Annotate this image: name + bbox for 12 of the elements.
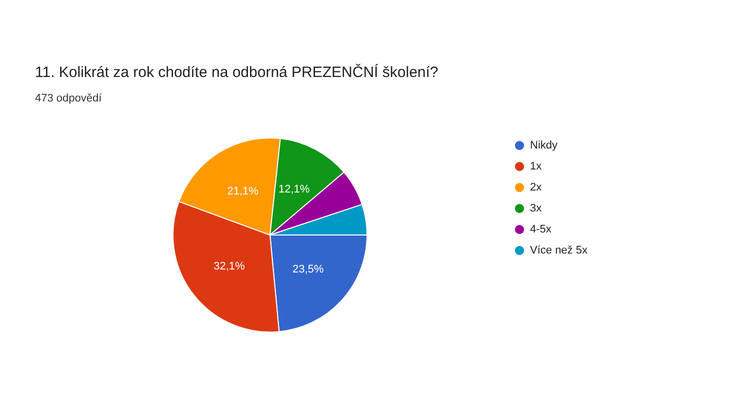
- legend-label: Více než 5x: [530, 244, 588, 256]
- legend-label: 1x: [530, 160, 542, 172]
- data-label: 21,1%: [227, 185, 259, 198]
- data-label: 32,1%: [214, 260, 246, 272]
- chart-title: 11. Kolikrát za rok chodíte na odborná PREZENČNÍ školení?: [35, 63, 438, 81]
- legend-label: 2x: [530, 182, 542, 194]
- data-label: 23,5%: [292, 264, 324, 276]
- legend-label: 4-5x: [530, 224, 552, 236]
- legend-label: 3x: [530, 202, 542, 214]
- legend-label: Nikdy: [530, 140, 558, 152]
- data-label: 12,1%: [278, 183, 310, 196]
- text: 473 odpovědí: [35, 92, 103, 104]
